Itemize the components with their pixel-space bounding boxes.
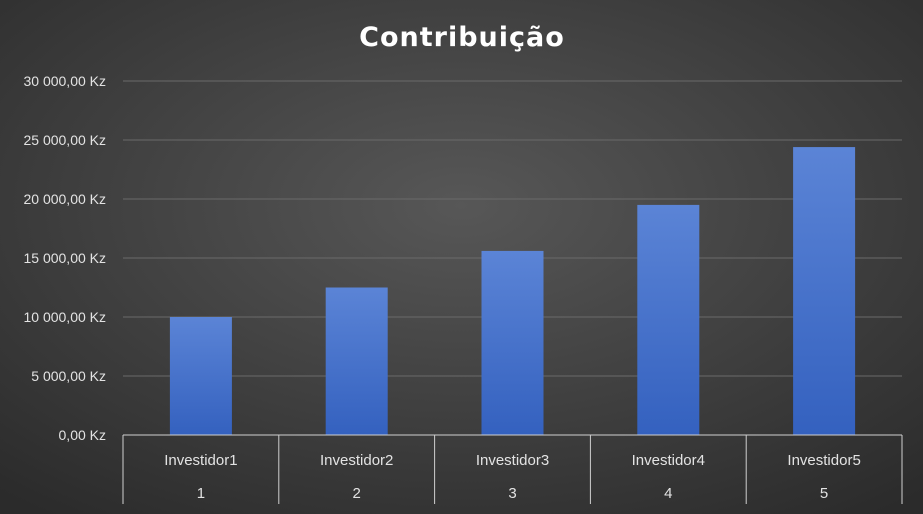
y-tick-label: 0,00 Kz bbox=[59, 427, 106, 443]
chart-title: Contribuição bbox=[359, 22, 565, 53]
y-tick-label: 10 000,00 Kz bbox=[23, 309, 106, 325]
x-category-label: Investidor4 bbox=[632, 452, 705, 469]
y-tick-label: 30 000,00 Kz bbox=[23, 73, 106, 89]
bar bbox=[481, 250, 544, 435]
x-category-label: Investidor5 bbox=[787, 452, 860, 469]
x-category-label: Investidor3 bbox=[476, 452, 549, 469]
y-axis-tick-labels: 0,00 Kz 5 000,00 Kz 10 000,00 Kz 15 000,00 … bbox=[23, 73, 106, 443]
y-tick-label: 20 000,00 Kz bbox=[23, 191, 106, 207]
y-tick-label: 25 000,00 Kz bbox=[23, 132, 106, 148]
y-tick-label: 5 000,00 Kz bbox=[31, 368, 106, 384]
bar bbox=[637, 204, 700, 435]
x-axis-labels: Investidor1 1 Investidor2 2 Investidor3 3 Inve… bbox=[164, 452, 861, 502]
x-axis bbox=[122, 434, 903, 504]
x-category-index-label: 1 bbox=[197, 485, 205, 502]
x-category-index-label: 3 bbox=[508, 485, 516, 502]
bar-series bbox=[169, 147, 856, 435]
x-category-label: Investidor2 bbox=[320, 452, 393, 469]
x-category-label: Investidor1 bbox=[164, 452, 237, 469]
x-category-index-label: 4 bbox=[664, 485, 672, 502]
y-tick-label: 15 000,00 Kz bbox=[23, 250, 106, 266]
bar bbox=[325, 287, 388, 435]
x-category-index-label: 5 bbox=[820, 485, 828, 502]
bar bbox=[169, 317, 232, 435]
bar bbox=[793, 147, 856, 435]
x-category-index-label: 2 bbox=[353, 485, 361, 502]
